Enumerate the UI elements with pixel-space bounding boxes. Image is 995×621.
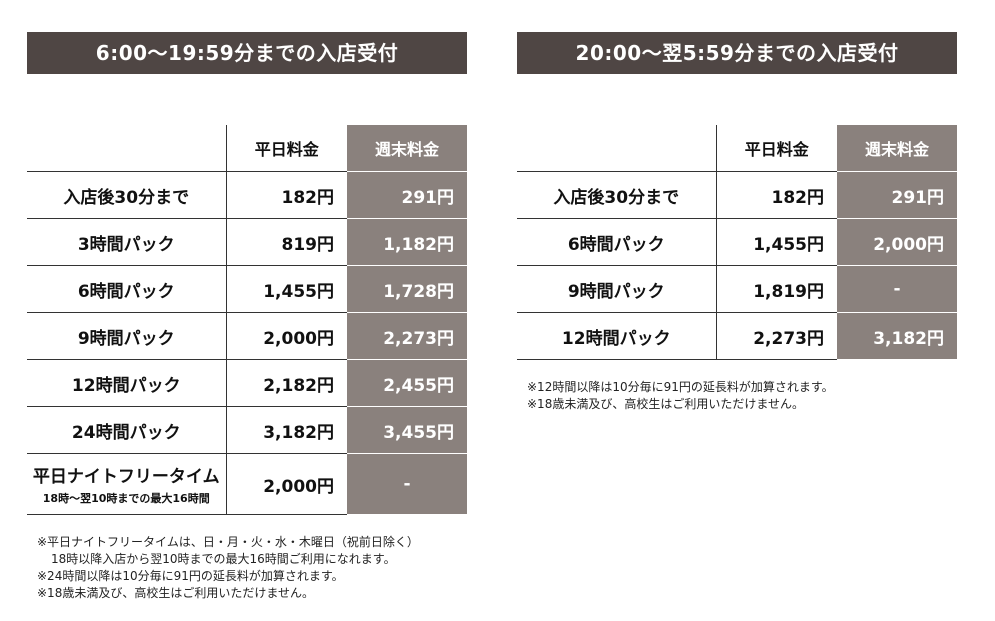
plan-name: 9時間パック (517, 265, 716, 313)
table-row: 9時間パック 1,819円 - (517, 265, 957, 313)
weekday-price: 2,273円 (715, 312, 837, 360)
table-row-night-free-time: 平日ナイトフリータイム 18時～翌10時までの最大16時間 2,000円 - (27, 453, 467, 515)
plan-name: 入店後30分まで (27, 171, 226, 219)
table-row: 入店後30分まで 182円 291円 (27, 171, 467, 219)
weekday-price: 2,182円 (225, 359, 347, 407)
table-row: 6時間パック 1,455円 1,728円 (27, 265, 467, 313)
note-line: ※18歳未満及び、高校生はご利用いただけません。 (527, 397, 804, 411)
weekend-price: 2,000円 (837, 218, 957, 266)
plan-name: 9時間パック (27, 312, 226, 360)
plan-name: 平日ナイトフリータイム (32, 467, 220, 487)
weekend-price: 291円 (347, 171, 467, 219)
plan-name: 24時間パック (27, 406, 226, 454)
weekend-price: 3,182円 (837, 312, 957, 360)
plan-header (517, 125, 716, 172)
weekday-price: 1,819円 (715, 265, 837, 313)
night-plan-subtext: 18時～翌10時までの最大16時間 (42, 492, 210, 505)
daytime-panel-title: 6:00～19:59分までの入店受付 (27, 32, 467, 74)
nighttime-panel-title: 20:00～翌5:59分までの入店受付 (517, 32, 957, 74)
night-plan-cell: 平日ナイトフリータイム 18時～翌10時までの最大16時間 (27, 453, 226, 515)
note-line: ※24時間以降は10分毎に91円の延長料が加算されます。 (37, 569, 344, 583)
daytime-price-panel: 6:00～19:59分までの入店受付 平日料金 週末料金 入店後30分まで 18… (27, 32, 467, 515)
plan-name: 6時間パック (27, 265, 226, 313)
weekday-price: 2,000円 (225, 312, 347, 360)
weekday-price: 819円 (225, 218, 347, 266)
note-line: ※18歳未満及び、高校生はご利用いただけません。 (37, 586, 314, 600)
weekday-price: 1,455円 (715, 218, 837, 266)
weekday-price: 182円 (225, 171, 347, 219)
table-row: 6時間パック 1,455円 2,000円 (517, 218, 957, 266)
table-row: 9時間パック 2,000円 2,273円 (27, 312, 467, 360)
weekend-price: 291円 (837, 171, 957, 219)
plan-name: 3時間パック (27, 218, 226, 266)
table-row: 3時間パック 819円 1,182円 (27, 218, 467, 266)
weekend-price: 2,273円 (347, 312, 467, 360)
weekend-price: 2,455円 (347, 359, 467, 407)
weekend-price-header: 週末料金 (837, 125, 957, 172)
daytime-notes: ※平日ナイトフリータイムは、日・月・火・水・木曜日（祝前日除く） 18時以降入店… (37, 534, 419, 602)
plan-header (27, 125, 226, 172)
plan-name: 12時間パック (517, 312, 716, 360)
table-row: 12時間パック 2,182円 2,455円 (27, 359, 467, 407)
plan-name: 12時間パック (27, 359, 226, 407)
note-line: 18時以降入店から翌10時までの最大16時間ご利用になれます。 (51, 552, 396, 566)
weekend-price: - (347, 453, 467, 515)
nighttime-notes: ※12時間以降は10分毎に91円の延長料が加算されます。 ※18歳未満及び、高校… (527, 379, 834, 413)
weekday-price: 3,182円 (225, 406, 347, 454)
table-row: 入店後30分まで 182円 291円 (517, 171, 957, 219)
weekend-price-header: 週末料金 (347, 125, 467, 172)
weekend-price: - (837, 265, 957, 313)
table-header-row: 平日料金 週末料金 (27, 125, 467, 172)
table-row: 24時間パック 3,182円 3,455円 (27, 406, 467, 454)
plan-name: 入店後30分まで (517, 171, 716, 219)
weekend-price: 3,455円 (347, 406, 467, 454)
table-row: 12時間パック 2,273円 3,182円 (517, 312, 957, 360)
weekday-price: 1,455円 (225, 265, 347, 313)
daytime-price-table: 平日料金 週末料金 入店後30分まで 182円 291円 3時間パック 819円… (27, 125, 467, 515)
weekend-price: 1,182円 (347, 218, 467, 266)
plan-name: 6時間パック (517, 218, 716, 266)
table-header-row: 平日料金 週末料金 (517, 125, 957, 172)
weekday-price-header: 平日料金 (715, 125, 837, 172)
note-line: ※12時間以降は10分毎に91円の延長料が加算されます。 (527, 380, 834, 394)
nighttime-price-table: 平日料金 週末料金 入店後30分まで 182円 291円 6時間パック 1,45… (517, 125, 957, 360)
weekday-price: 2,000円 (225, 453, 347, 515)
nighttime-price-panel: 20:00～翌5:59分までの入店受付 平日料金 週末料金 入店後30分まで 1… (517, 32, 957, 360)
weekday-price: 182円 (715, 171, 837, 219)
weekday-price-header: 平日料金 (225, 125, 347, 172)
note-line: ※平日ナイトフリータイムは、日・月・火・水・木曜日（祝前日除く） (37, 535, 419, 549)
weekend-price: 1,728円 (347, 265, 467, 313)
